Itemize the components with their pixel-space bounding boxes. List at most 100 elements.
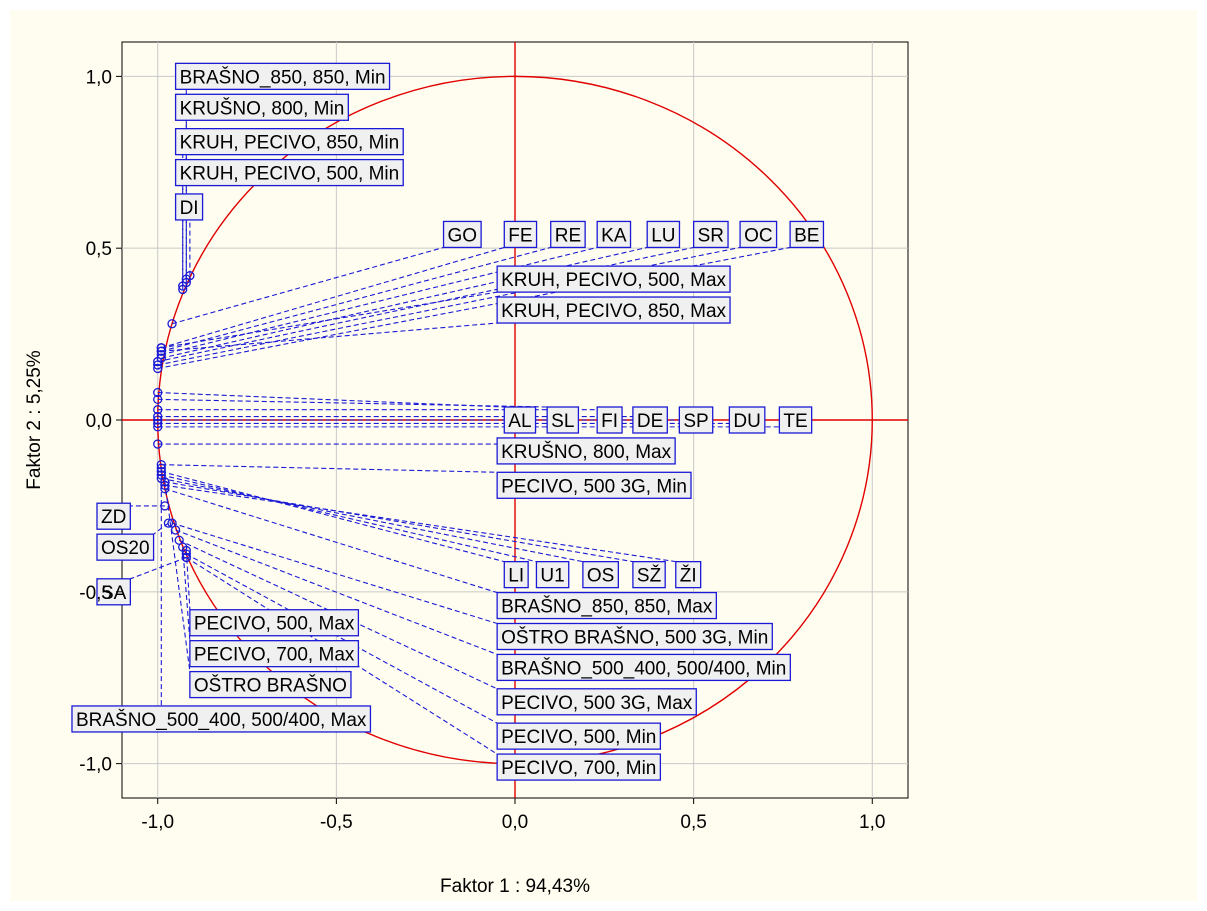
point-label-text: BRAŠNO_850, 850, Min	[180, 66, 386, 88]
point-label-text: KRUH, PECIVO, 850, Max	[501, 301, 726, 322]
x-tick-label: 1,0	[859, 812, 885, 833]
leader-line	[171, 246, 444, 325]
point-label: BE	[789, 220, 825, 249]
point-label-box	[739, 220, 778, 249]
point-label-text: BRAŠNO_500_400, 500/400, Min	[501, 657, 786, 679]
point-labels: BRAŠNO_850, 850, Min KRUŠNO, 800, Min KRUH…	[71, 62, 825, 781]
point-marker	[167, 319, 177, 329]
point-label-text: OS	[587, 566, 614, 587]
point-label-box	[503, 406, 537, 434]
point-label-box	[174, 158, 404, 187]
point-label: DI	[174, 193, 204, 221]
chart: BRAŠNO_850, 850, Min KRUŠNO, 800, Min KRUH…	[24, 41, 909, 897]
point-label: KRUH, PECIVO, 500, Max	[496, 265, 731, 293]
point-marker	[163, 518, 174, 528]
point-label-text: DI	[180, 198, 199, 219]
point-label-text: OS20	[101, 538, 150, 559]
y-axis-title: Faktor 2 : 5,25%	[24, 350, 45, 490]
point-label: RE	[550, 220, 586, 249]
point-label-box	[728, 406, 766, 434]
point-label-box	[174, 193, 204, 221]
point-label: SŽ	[632, 560, 666, 589]
point-marker	[153, 394, 163, 405]
point-label-box	[496, 437, 676, 465]
leader-line	[157, 398, 548, 408]
x-tick-label: -1,0	[141, 812, 174, 833]
point-marker	[170, 525, 181, 535]
leader-line	[164, 481, 633, 563]
point-label: SL	[546, 406, 580, 434]
leader-line	[185, 550, 191, 610]
point-marker	[153, 360, 163, 370]
x-axis-title: Faktor 1 : 94,43%	[440, 876, 590, 897]
point-label-text: FI	[601, 411, 618, 432]
point-marker	[156, 460, 166, 470]
point-label: PECIVO, 700, Min	[496, 753, 662, 781]
point-label: LI	[503, 560, 529, 589]
point-label-text: PECIVO, 500, Min	[501, 727, 656, 748]
point-marker	[153, 356, 163, 367]
point-label-text: ZD	[101, 507, 126, 528]
point-label-box	[442, 220, 482, 249]
point-label-box	[550, 220, 586, 249]
point-label-text: LI	[508, 566, 524, 587]
point-marker	[153, 363, 163, 374]
point-label-text: KRUŠNO, 800, Min	[180, 97, 345, 119]
point-label-box	[646, 220, 681, 249]
point-label-box	[96, 578, 132, 606]
point-label-text: KA	[601, 225, 627, 246]
point-label: GO	[442, 220, 482, 249]
point-label-text: LU	[651, 225, 675, 246]
point-label-text: TE	[783, 411, 807, 432]
y-tick-label: 0,5	[86, 239, 112, 260]
point-label-box	[96, 533, 155, 561]
point-label-text: ŽI	[680, 565, 697, 587]
point-label-text: U1	[540, 566, 564, 587]
point-label-box	[496, 296, 731, 324]
chart-panel: BRAŠNO_850, 850, Min KRUŠNO, 800, Min KRUH…	[10, 10, 1197, 901]
point-label-text: PECIVO, 500 3G, Max	[501, 693, 693, 714]
point-marker	[153, 422, 163, 432]
y-tick-label: 0,0	[86, 411, 112, 432]
point-label-text: PECIVO, 500, Max	[194, 614, 355, 635]
point-label-box	[96, 502, 131, 530]
point-label-text: DU	[733, 411, 760, 432]
point-marker	[156, 463, 166, 473]
point-label: PECIVO, 500, Min	[496, 722, 662, 750]
point-marker	[160, 501, 170, 511]
leader-line	[161, 474, 537, 563]
point-label-text: KRUH, PECIVO, 500, Min	[180, 164, 400, 185]
leader-line	[157, 246, 741, 366]
leader-line	[186, 553, 498, 724]
point-label-text: OŠTRO BRAŠNO, 500 3G, Min	[501, 626, 768, 648]
point-label: U1	[535, 560, 570, 589]
point-label-text: KRUŠNO, 800, Max	[501, 441, 671, 463]
point-label-text: FE	[508, 225, 532, 246]
point-label-box	[778, 406, 813, 434]
point-marker	[153, 418, 163, 429]
point-label-text: PECIVO, 700, Min	[501, 758, 656, 779]
point-marker	[178, 284, 188, 295]
leader-line	[161, 471, 505, 563]
point-label-text: PECIVO, 700, Max	[194, 645, 355, 666]
point-label-box	[189, 609, 360, 637]
point-label: DE	[632, 406, 668, 434]
point-marker	[153, 439, 163, 449]
leader-line	[178, 539, 498, 690]
point-marker	[178, 281, 188, 291]
leader-line	[130, 556, 187, 580]
point-label: BRAŠNO_500_400, 500/400, Min	[496, 653, 791, 682]
point-label-box	[675, 560, 702, 589]
point-label-box	[174, 128, 404, 156]
leader-line	[161, 322, 498, 352]
point-label-text: OŠTRO BRAŠNO	[194, 675, 347, 697]
point-marker	[153, 415, 163, 425]
leader-line	[161, 246, 505, 349]
point-label-text: KRUH, PECIVO, 500, Max	[501, 270, 726, 291]
point-label-text: PECIVO, 500 3G, Min	[501, 476, 687, 497]
point-label: ŽI	[675, 560, 702, 589]
point-label: KRUŠNO, 800, Min	[174, 93, 349, 121]
point-label-text: AL	[508, 411, 531, 432]
point-label-text: BE	[794, 225, 819, 246]
point-marker	[153, 405, 163, 415]
